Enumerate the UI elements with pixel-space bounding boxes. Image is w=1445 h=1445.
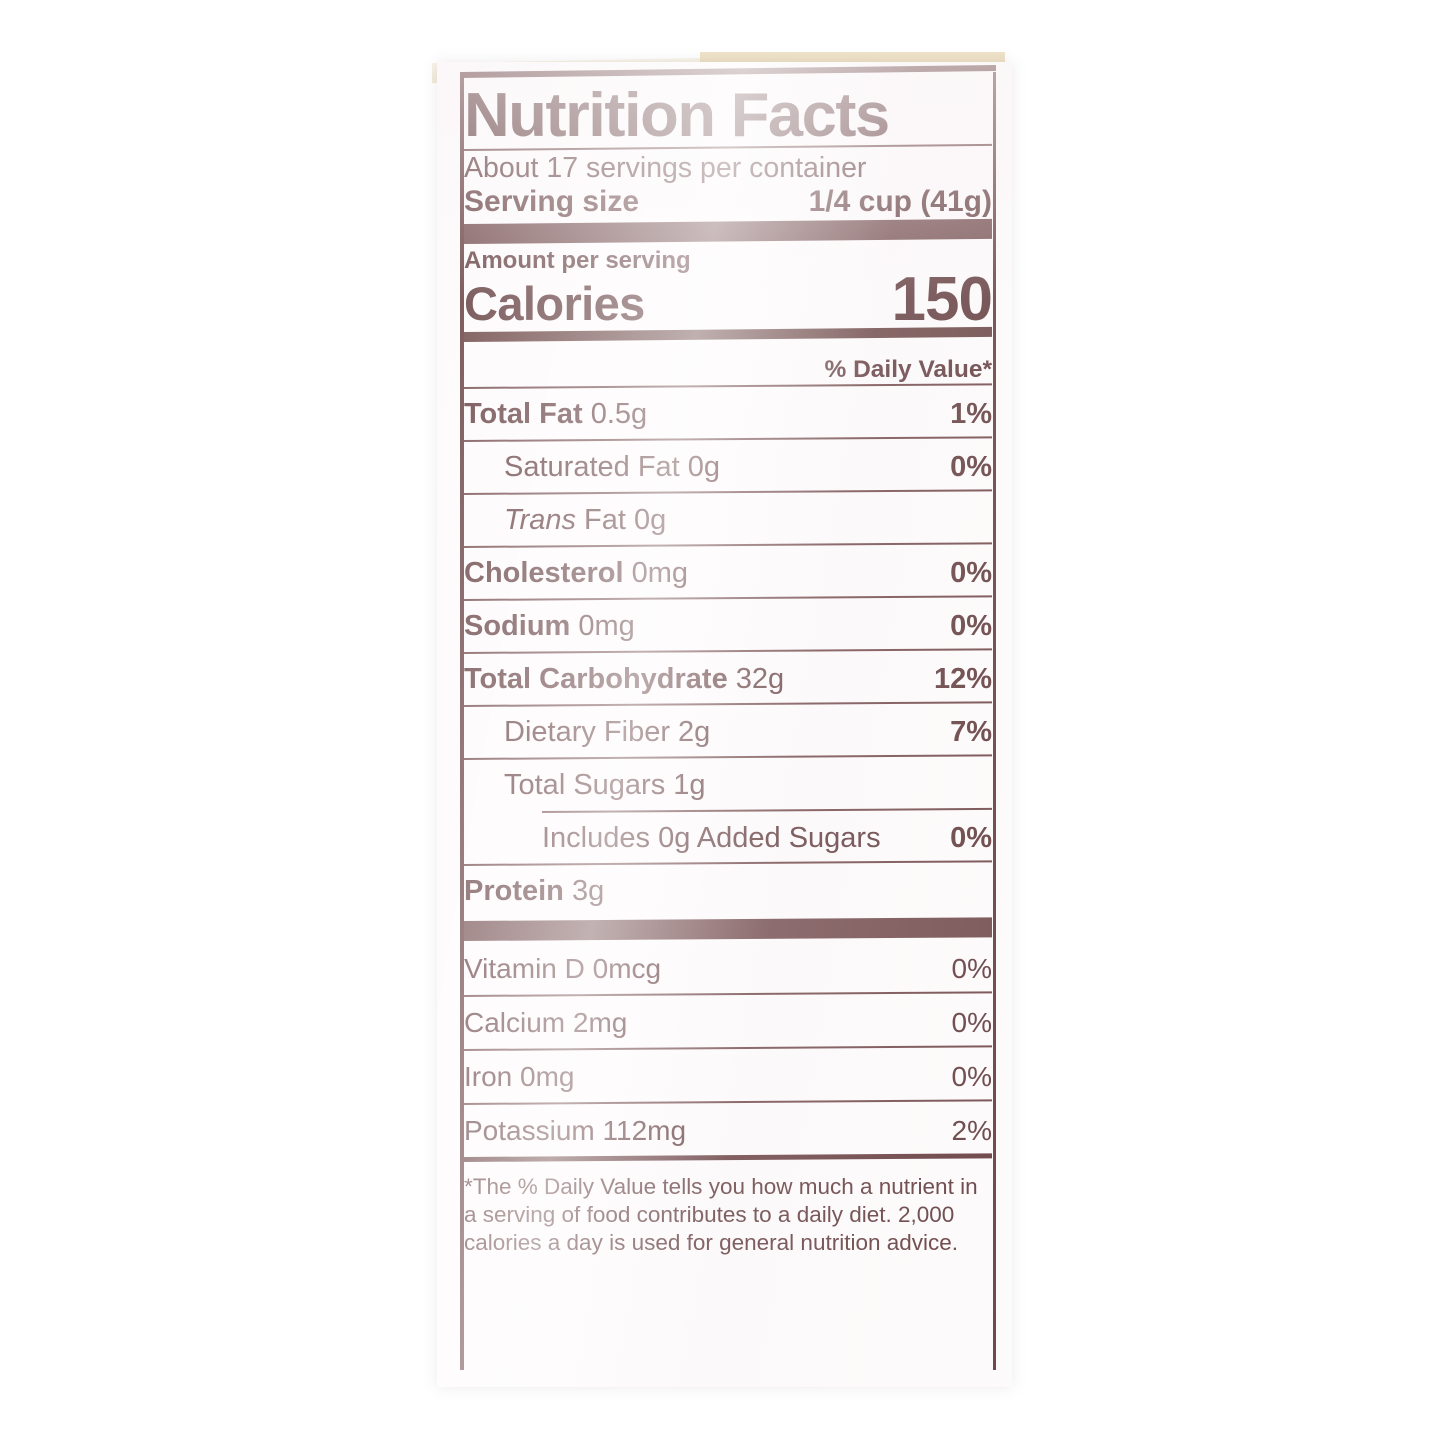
nutrition-facts-label: Nutrition Facts About 17 servings per co… xyxy=(437,62,1012,1387)
nutrient-row: Includes 0g Added Sugars 0% xyxy=(464,815,992,862)
micronutrient-daily-value: 0% xyxy=(951,1006,992,1038)
nutrient-list: Total Fat 0.5g 1% Saturated Fat 0g 0% Trans … xyxy=(464,383,992,915)
page-title: Nutrition Facts xyxy=(464,81,890,150)
micronutrient-row: Potassium 112mg 2% xyxy=(464,1107,992,1155)
nutrition-panel-border xyxy=(460,72,996,1370)
micronutrient-row: Vitamin D 0mcg 0% xyxy=(464,945,992,993)
nutrient-daily-value: 1% xyxy=(950,397,992,430)
micronutrient-name: Calcium 2mg xyxy=(464,1006,628,1038)
micronutrient-name: Iron 0mg xyxy=(464,1060,575,1092)
serving-size-label: Serving size xyxy=(464,184,640,218)
serving-size-row: Serving size 1/4 cup (41g) xyxy=(464,185,992,218)
micronutrient-list: Vitamin D 0mcg 0% Calcium 2mg 0% Iron 0mg 0% P… xyxy=(464,945,992,1155)
daily-value-header: % Daily Value* xyxy=(824,355,992,383)
nutrient-name: Total Sugars 1g xyxy=(504,768,706,801)
nutrient-daily-value: 0% xyxy=(950,556,992,589)
nutrient-row: Total Sugars 1g xyxy=(464,762,992,809)
nutrient-name: Includes 0g Added Sugars xyxy=(542,821,881,854)
nutrient-row: Cholesterol 0mg 0% xyxy=(464,550,992,597)
protein-divider-bar xyxy=(464,917,992,941)
nutrient-row-rule xyxy=(464,383,992,389)
nutrient-row: Trans Fat 0g xyxy=(464,497,992,544)
calories-row: Calories 150 xyxy=(464,264,993,334)
daily-value-footnote: *The % Daily Value tells you how much a … xyxy=(464,1173,978,1256)
amount-per-serving-label: Amount per serving xyxy=(464,246,691,274)
micronutrient-row: Iron 0mg 0% xyxy=(464,1053,992,1101)
nutrient-row: Sodium 0mg 0% xyxy=(464,603,992,650)
nutrient-row: Total Carbohydrate 32g 12% xyxy=(464,656,992,703)
nutrient-daily-value: 0% xyxy=(950,609,992,642)
micronutrient-daily-value: 2% xyxy=(951,1114,992,1146)
nutrient-name: Dietary Fiber 2g xyxy=(504,715,711,748)
nutrient-daily-value: 7% xyxy=(950,715,992,748)
nutrient-name: Saturated Fat 0g xyxy=(504,450,721,483)
nutrient-daily-value: 0% xyxy=(950,450,992,483)
micronutrient-daily-value: 0% xyxy=(951,1060,992,1092)
nutrient-name: Total Carbohydrate 32g xyxy=(464,662,785,695)
serving-size-value: 1/4 cup (41g) xyxy=(808,184,992,218)
calories-label: Calories xyxy=(464,276,645,330)
nutrient-name: Total Fat 0.5g xyxy=(464,397,648,430)
micronutrient-row: Calcium 2mg 0% xyxy=(464,999,992,1047)
nutrient-row: Dietary Fiber 2g 7% xyxy=(464,709,992,756)
micronutrient-name: Vitamin D 0mcg xyxy=(464,952,662,984)
micronutrient-daily-value: 0% xyxy=(951,952,992,984)
header-divider-bar xyxy=(464,218,992,244)
nutrient-name: Trans Fat 0g xyxy=(504,503,667,536)
nutrient-row: Total Fat 0.5g 1% xyxy=(464,391,992,438)
servings-per-container: About 17 servings per container xyxy=(464,151,867,184)
nutrient-daily-value: 0% xyxy=(950,821,992,854)
nutrient-row: Saturated Fat 0g 0% xyxy=(464,444,992,491)
nutrient-row: Protein 3g xyxy=(464,868,992,915)
micronutrient-name: Potassium 112mg xyxy=(464,1114,687,1146)
nutrient-name: Sodium 0mg xyxy=(464,609,635,642)
nutrient-daily-value: 12% xyxy=(933,662,992,695)
calories-value: 150 xyxy=(891,264,993,334)
nutrient-name: Protein 3g xyxy=(464,874,605,907)
nutrient-name: Cholesterol 0mg xyxy=(464,556,689,589)
